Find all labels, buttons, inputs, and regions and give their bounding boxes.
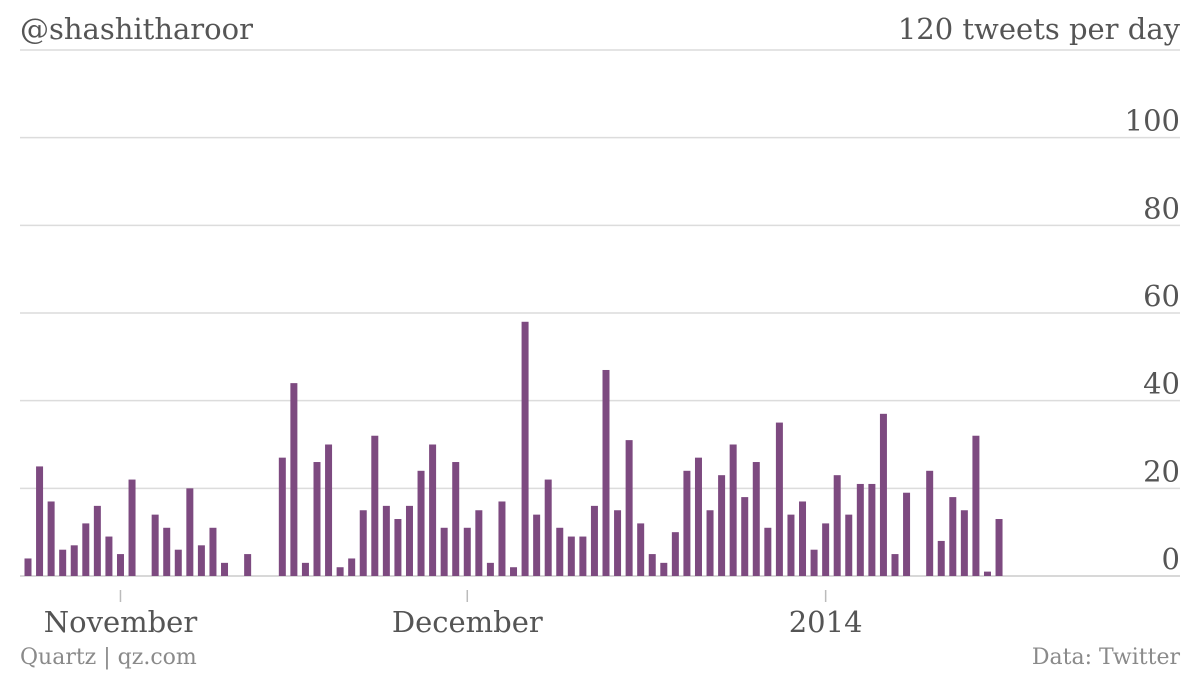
bar (348, 558, 356, 576)
bar (683, 470, 691, 576)
bar (960, 510, 968, 576)
bar (579, 536, 587, 576)
bar (637, 523, 645, 576)
bar (521, 321, 529, 576)
bar (36, 466, 44, 576)
bar (382, 505, 390, 576)
bar (614, 510, 622, 576)
bar (128, 479, 136, 576)
bar (405, 505, 413, 576)
bar (787, 514, 795, 576)
bar (694, 457, 702, 576)
bar (105, 536, 113, 576)
bar (845, 514, 853, 576)
bar (221, 562, 229, 576)
bar (891, 554, 899, 576)
bar (799, 501, 807, 576)
bar (486, 562, 494, 576)
data-source: Data: Twitter (1031, 645, 1180, 670)
y-tick-label: 100 (1125, 104, 1180, 138)
bar (926, 470, 934, 576)
x-tick-label: 2014 (789, 605, 863, 639)
bar (868, 483, 876, 576)
bar (729, 444, 737, 576)
bar (949, 497, 957, 576)
bar (24, 558, 32, 576)
bar (313, 462, 321, 576)
x-tick-label: November (44, 605, 198, 639)
bar (879, 413, 887, 576)
bar (290, 383, 298, 576)
bar (440, 527, 448, 576)
bar (706, 510, 714, 576)
y-tick-label: 20 (1143, 454, 1180, 488)
bar (163, 527, 171, 576)
bar (325, 444, 333, 576)
bar (209, 527, 217, 576)
bar (452, 462, 460, 576)
bar (186, 488, 194, 576)
y-tick-label: 0 (1162, 542, 1180, 576)
bar (590, 505, 598, 576)
bar (116, 554, 124, 576)
bar (533, 514, 541, 576)
bar (429, 444, 437, 576)
bar (602, 369, 610, 576)
bar (995, 519, 1003, 576)
bar (752, 462, 760, 576)
bar (417, 470, 425, 576)
bar (244, 554, 252, 576)
bar (856, 483, 864, 576)
bar (937, 540, 945, 576)
bar (59, 549, 67, 576)
bar (544, 479, 552, 576)
bar (775, 422, 783, 576)
bar (671, 532, 679, 576)
y-tick-label: 60 (1143, 279, 1180, 313)
source-credit: Quartz | qz.com (20, 645, 197, 670)
y-tick-label: 40 (1143, 367, 1180, 401)
bar (371, 435, 379, 576)
bar (301, 562, 309, 576)
bar (556, 527, 564, 576)
bar (833, 475, 841, 576)
bar (764, 527, 772, 576)
bar (278, 457, 286, 576)
bar (625, 440, 633, 576)
bar (718, 475, 726, 576)
bar (82, 523, 90, 576)
bar (498, 501, 506, 576)
bar (93, 505, 101, 576)
bar (475, 510, 483, 576)
chart-title: @shashitharoor (20, 12, 253, 46)
x-axis-ticks: November December 2014 (44, 590, 863, 639)
bar (394, 519, 402, 576)
x-tick-label: December (392, 605, 543, 639)
bar (660, 562, 668, 576)
bar (903, 492, 911, 576)
bar (648, 554, 656, 576)
bar (741, 497, 749, 576)
bar (510, 567, 518, 576)
y-axis-unit-label: 120 tweets per day (897, 12, 1180, 46)
bar (822, 523, 830, 576)
bar (336, 567, 344, 576)
y-axis-ticks: 0 20 40 60 80 100 (1125, 104, 1180, 576)
bar (810, 549, 818, 576)
bars (24, 321, 1003, 576)
y-tick-label: 80 (1143, 191, 1180, 225)
bar (972, 435, 980, 576)
bar (174, 549, 182, 576)
bar (359, 510, 367, 576)
bar (70, 545, 78, 576)
bar (567, 536, 575, 576)
bar (983, 571, 991, 576)
bar (151, 514, 159, 576)
bar (197, 545, 205, 576)
bar (47, 501, 55, 576)
gridlines (20, 49, 1180, 577)
bar (463, 527, 471, 576)
